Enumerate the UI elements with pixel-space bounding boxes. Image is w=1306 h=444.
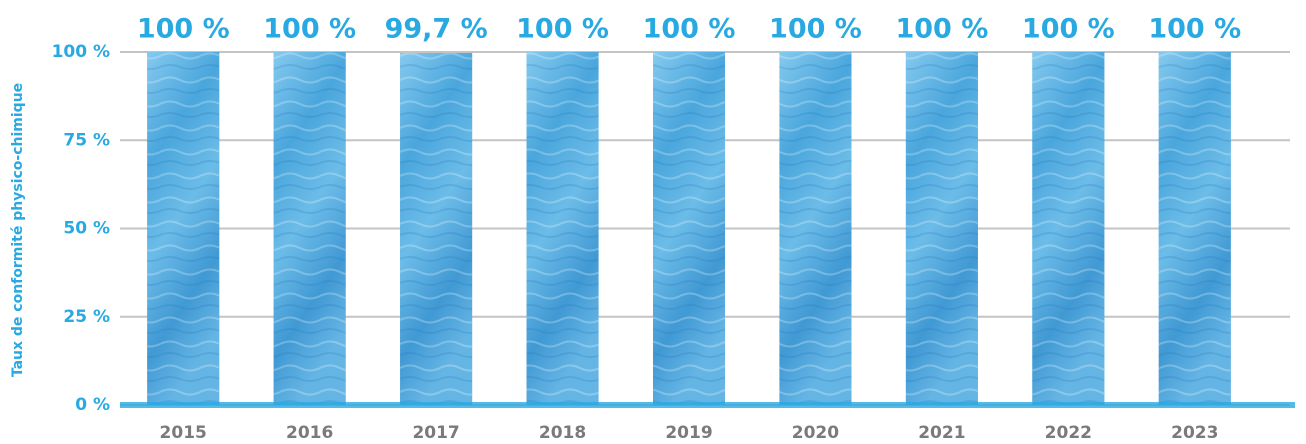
bar-ripple (273, 52, 346, 405)
x-tick-label: 2019 (665, 423, 712, 443)
y-tick-label: 50 % (63, 219, 110, 239)
value-label: 100 % (895, 14, 988, 45)
bars (147, 52, 1231, 406)
x-tick-label: 2015 (160, 423, 207, 443)
y-tick-label: 25 % (63, 307, 110, 327)
y-axis-label: Taux de conformité physico-chimique (10, 83, 26, 377)
bar-ripple (147, 52, 220, 405)
bar-ripple (1032, 52, 1105, 405)
bar-ripple (653, 52, 725, 405)
value-label: 100 % (1148, 14, 1241, 45)
bar-ripple (1158, 52, 1231, 405)
value-label: 100 % (516, 14, 609, 45)
x-tick-label: 2018 (539, 423, 586, 443)
water-baseline (120, 402, 1295, 408)
labels: 0 % 25 % 50 % 75 % 100 % 2015 100 % 2016 100 % 20… (52, 14, 1242, 444)
bar-ripple (400, 53, 473, 406)
x-tick-label: 2017 (412, 423, 459, 443)
x-tick-label: 2022 (1045, 423, 1092, 443)
bar-ripple (526, 52, 599, 405)
value-label: 100 % (1022, 14, 1115, 45)
x-tick-label: 2016 (286, 423, 333, 443)
y-tick-label: 0 % (75, 395, 110, 415)
value-label: 100 % (137, 14, 230, 45)
value-label: 100 % (769, 14, 862, 45)
y-tick-label: 100 % (52, 42, 110, 62)
y-tick-label: 75 % (63, 130, 110, 150)
x-tick-label: 2023 (1171, 423, 1218, 443)
value-label: 100 % (643, 14, 736, 45)
x-tick-label: 2020 (792, 423, 839, 443)
x-tick-label: 2021 (918, 423, 965, 443)
value-label: 100 % (263, 14, 356, 45)
bar-ripple (779, 52, 852, 405)
value-label: 99,7 % (385, 14, 488, 45)
bar-ripple (905, 52, 978, 405)
